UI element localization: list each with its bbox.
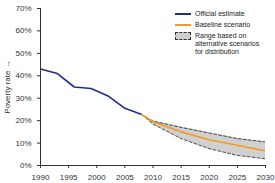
svg-text:70%: 70% bbox=[15, 4, 31, 13]
svg-text:40%: 40% bbox=[15, 71, 31, 80]
svg-text:50%: 50% bbox=[15, 49, 31, 58]
html-text:Range based on alternative sce: Range based on alternative scenarios for… bbox=[195, 32, 260, 55]
svg-text:2025: 2025 bbox=[228, 173, 246, 182]
svg-text:30%: 30% bbox=[15, 94, 31, 103]
svg-text:20%: 20% bbox=[15, 116, 31, 125]
html-text:Baseline scenario: Baseline scenario bbox=[195, 21, 251, 28]
svg-text:1990: 1990 bbox=[32, 173, 50, 182]
svg-text:2005: 2005 bbox=[116, 173, 134, 182]
svg-text:Poverty rate →: Poverty rate → bbox=[3, 60, 12, 113]
svg-text:0%: 0% bbox=[20, 161, 32, 170]
svg-text:60%: 60% bbox=[15, 26, 31, 35]
svg-text:10%: 10% bbox=[15, 139, 31, 148]
svg-text:2015: 2015 bbox=[172, 173, 190, 182]
svg-text:2010: 2010 bbox=[144, 173, 162, 182]
svg-text:2020: 2020 bbox=[200, 173, 218, 182]
svg-text:1995: 1995 bbox=[60, 173, 78, 182]
svg-text:2030: 2030 bbox=[257, 173, 275, 182]
html-text:Official estimate: Official estimate bbox=[195, 10, 245, 17]
svg-text:2000: 2000 bbox=[88, 173, 106, 182]
